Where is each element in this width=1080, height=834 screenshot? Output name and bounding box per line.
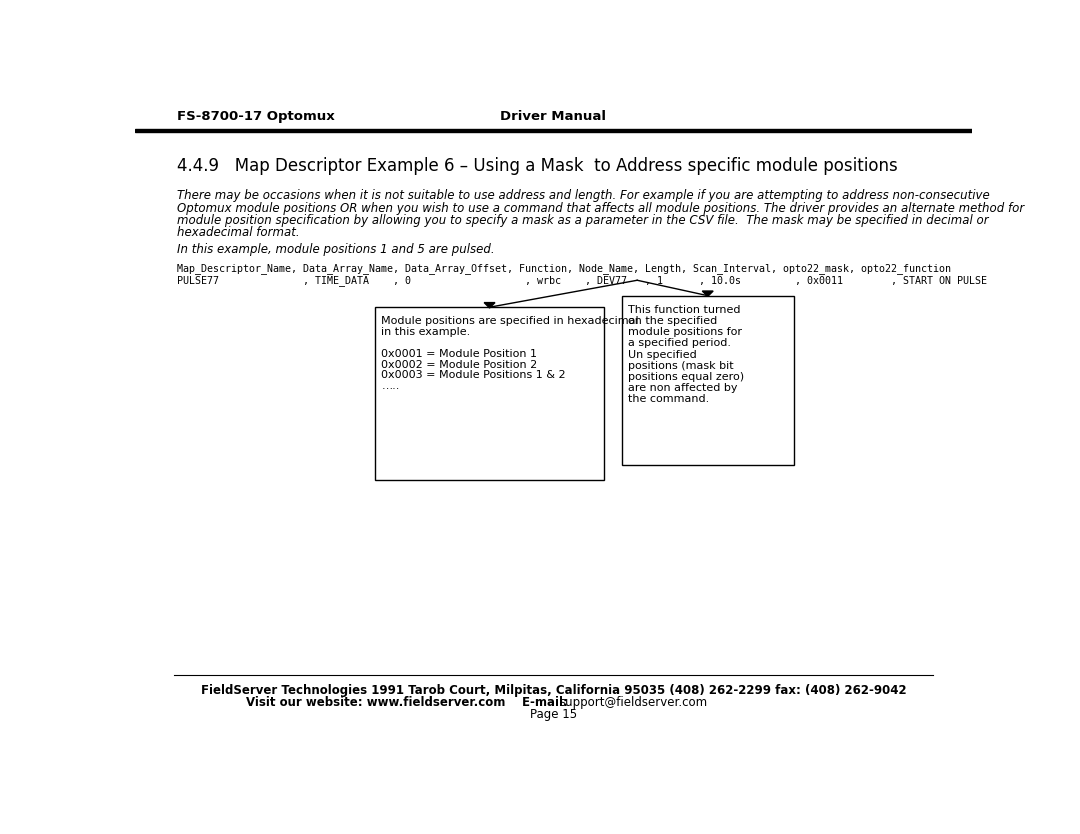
Text: This function turned: This function turned <box>627 305 741 315</box>
Text: …..: ….. <box>381 381 400 391</box>
Text: FieldServer Technologies 1991 Tarob Court, Milpitas, California 95035 (408) 262-: FieldServer Technologies 1991 Tarob Cour… <box>201 684 906 696</box>
Text: Visit our website: www.fieldserver.com: Visit our website: www.fieldserver.com <box>245 696 505 709</box>
Text: Un specified: Un specified <box>627 349 697 359</box>
Text: on the specified: on the specified <box>627 316 717 326</box>
Text: are non affected by: are non affected by <box>627 383 738 393</box>
Polygon shape <box>484 303 495 308</box>
Text: 0x0001 = Module Position 1: 0x0001 = Module Position 1 <box>381 349 538 359</box>
Text: positions equal zero): positions equal zero) <box>627 372 744 382</box>
Text: 4.4.9   Map Descriptor Example 6 – Using a Mask  to Address specific module posi: 4.4.9 Map Descriptor Example 6 – Using a… <box>177 157 897 175</box>
Bar <box>622 296 794 465</box>
Text: module positions for: module positions for <box>627 327 742 337</box>
Text: in this example.: in this example. <box>381 327 471 337</box>
Text: hexadecimal format.: hexadecimal format. <box>177 226 299 239</box>
Text: support@fieldserver.com: support@fieldserver.com <box>559 696 707 709</box>
Text: 0x0002 = Module Position 2: 0x0002 = Module Position 2 <box>381 359 538 369</box>
Text: a specified period.: a specified period. <box>627 339 731 349</box>
Text: E-mail:: E-mail: <box>523 696 572 709</box>
Text: module position specification by allowing you to specify a mask as a parameter i: module position specification by allowin… <box>177 214 988 227</box>
Text: Optomux module positions OR when you wish to use a command that affects all modu: Optomux module positions OR when you wis… <box>177 202 1024 214</box>
Text: Page 15: Page 15 <box>530 708 577 721</box>
Text: the command.: the command. <box>627 394 710 404</box>
Text: Map_Descriptor_Name, Data_Array_Name, Data_Array_Offset, Function, Node_Name, Le: Map_Descriptor_Name, Data_Array_Name, Da… <box>177 264 950 274</box>
Polygon shape <box>702 291 713 296</box>
Text: There may be occasions when it is not suitable to use address and length. For ex: There may be occasions when it is not su… <box>177 189 989 203</box>
Text: Driver Manual: Driver Manual <box>500 110 607 123</box>
Text: In this example, module positions 1 and 5 are pulsed.: In this example, module positions 1 and … <box>177 244 495 256</box>
Bar <box>375 307 604 480</box>
Text: 0x0003 = Module Positions 1 & 2: 0x0003 = Module Positions 1 & 2 <box>381 370 566 380</box>
Text: positions (mask bit: positions (mask bit <box>627 361 733 371</box>
Text: FS-8700-17 Optomux: FS-8700-17 Optomux <box>177 110 335 123</box>
Bar <box>135 129 972 133</box>
Text: Module positions are specified in hexadecimal: Module positions are specified in hexade… <box>381 316 639 326</box>
Text: PULSE77              , TIME_DATA    , 0                   , wrbc    , DEV77   , : PULSE77 , TIME_DATA , 0 , wrbc , DEV77 , <box>177 275 987 286</box>
